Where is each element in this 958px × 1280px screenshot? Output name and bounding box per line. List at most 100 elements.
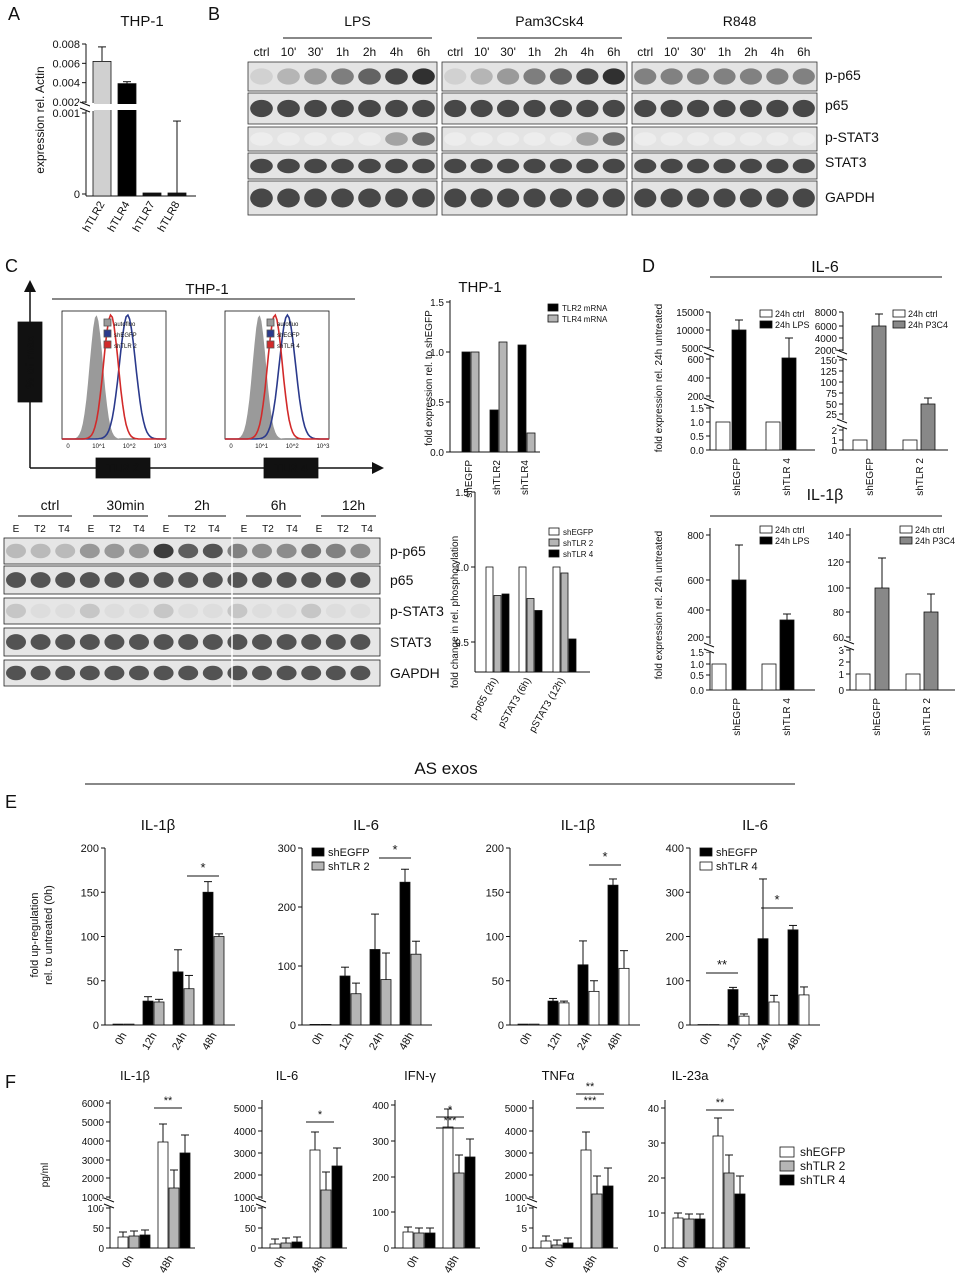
significance-star: * [602, 849, 607, 864]
e-chart-title: IL-1β [561, 817, 596, 834]
ytick-label: 0.001 [52, 108, 80, 120]
ytick-label: 0 [838, 686, 844, 697]
blot-band [766, 132, 789, 146]
blot-c-lane: E [316, 524, 323, 535]
ytick-label: 100 [239, 1204, 256, 1215]
axis-break [703, 397, 715, 403]
axis-break [102, 1199, 118, 1207]
blot-c-band [301, 572, 322, 588]
bar-shTLR 4 [464, 1156, 476, 1249]
blot-c-band [6, 543, 26, 559]
ytick-label: 10000 [676, 326, 704, 337]
f-chart-title: IL-6 [276, 1068, 298, 1083]
bar-shTLR 4 [798, 994, 810, 1026]
ytick-label: 50 [87, 976, 99, 988]
legend-text: shTLR 2 [563, 539, 594, 548]
bar-shEGFP [399, 881, 411, 1026]
xtick-label: shEGFP [865, 458, 876, 496]
ytick-label: 0.002 [52, 97, 80, 109]
ytick-label: 0.5 [455, 638, 469, 649]
bar-shEGFP [369, 949, 381, 1026]
blot-c-lane: T4 [133, 524, 145, 535]
blot-band [470, 188, 493, 208]
blot-c-band [79, 603, 100, 619]
blot-band [739, 68, 763, 85]
blot-band [523, 99, 546, 118]
f-chart-title: TNFα [542, 1068, 575, 1083]
axis-break [103, 1197, 115, 1203]
blot-c-band [79, 543, 100, 559]
ytick-label: 1.0 [690, 660, 704, 671]
legend-text: shTLR 4 [716, 861, 758, 873]
blot-c-group: 30min [106, 497, 144, 513]
blot-band [576, 68, 599, 85]
flow-tick: 0 [66, 444, 70, 450]
ytick-label: 1 [831, 436, 837, 447]
blot-row-label: GAPDH [825, 189, 875, 205]
bar-shEGFP [518, 566, 527, 673]
xtick-label: shTLR 2 [915, 458, 926, 496]
blot-band [549, 132, 573, 146]
blot-group-R848: R848 [723, 13, 757, 29]
blot-band [331, 132, 354, 146]
ytick-label: 2000 [505, 1171, 528, 1182]
blot-band [660, 132, 683, 146]
flow-tick: 0 [229, 444, 233, 450]
bar-hTLR7 [142, 192, 162, 197]
xtick-label: hTLR8 [156, 200, 183, 235]
panel-a-title: THP-1 [120, 13, 163, 30]
lane-label: ctrl [254, 45, 270, 59]
blot-band [277, 99, 300, 118]
ytick-label: 1.0 [690, 418, 704, 429]
ytick-label: 100 [372, 1208, 389, 1219]
ytick-label: 3000 [234, 1149, 257, 1160]
blot-band [766, 99, 789, 118]
blot-c-band [252, 572, 272, 588]
bar-shTLR 2 [280, 1242, 292, 1249]
lane-label: 4h [771, 45, 784, 59]
blot-band [549, 188, 573, 208]
blot-c-lane: T4 [208, 524, 220, 535]
blot-band [739, 99, 763, 118]
legend-text: shTLR 2 [114, 344, 137, 350]
blot-c-group: 6h [271, 497, 287, 513]
flow-tick: 10^2 [286, 444, 299, 450]
blot-c-band [202, 634, 223, 650]
ytick-label: 5000 [82, 1118, 105, 1129]
legend-swatch [266, 329, 275, 338]
blot-c-band [325, 634, 346, 650]
blot-c-band [350, 665, 371, 681]
bar-shEGFP [112, 1023, 124, 1026]
blot-c-band [301, 603, 322, 619]
blot-band [358, 188, 381, 208]
ytick-label: 1000 [505, 1193, 528, 1204]
blot-c-band [252, 543, 272, 559]
blot-c-band [178, 634, 199, 650]
bar-shEGFP [540, 1240, 552, 1249]
blot-band [470, 132, 493, 146]
bar-shEGFP [552, 566, 561, 673]
xtick-label: 48h [157, 1254, 177, 1276]
legend-swatch [759, 525, 773, 534]
blot-row-label: p65 [825, 97, 849, 113]
blot-c-group: 12h [342, 497, 365, 513]
bar-shEGFP [580, 1149, 592, 1249]
blot-band [523, 158, 546, 174]
axis-break [836, 349, 848, 355]
blot-band [792, 68, 815, 85]
axis-break [254, 1199, 270, 1207]
blot-c-band [276, 665, 297, 681]
bar-ctrl [711, 663, 727, 691]
bar-shEGFP [309, 1149, 321, 1249]
panel-a-ylabel: expression rel. Actin [33, 66, 47, 173]
blot-c-band [129, 634, 149, 650]
legend-text: 24h ctrl [775, 309, 805, 319]
bar-shEGFP [712, 1135, 724, 1249]
panel-label-C: C [5, 256, 18, 276]
blot-c-lane: T2 [262, 524, 274, 535]
blot-band [444, 99, 467, 118]
xtick-label: 24h [755, 1031, 775, 1053]
legend-swatch [547, 303, 559, 312]
xtick-label: 48h [605, 1031, 625, 1053]
legend-text: 24h P3C4 [915, 536, 955, 546]
